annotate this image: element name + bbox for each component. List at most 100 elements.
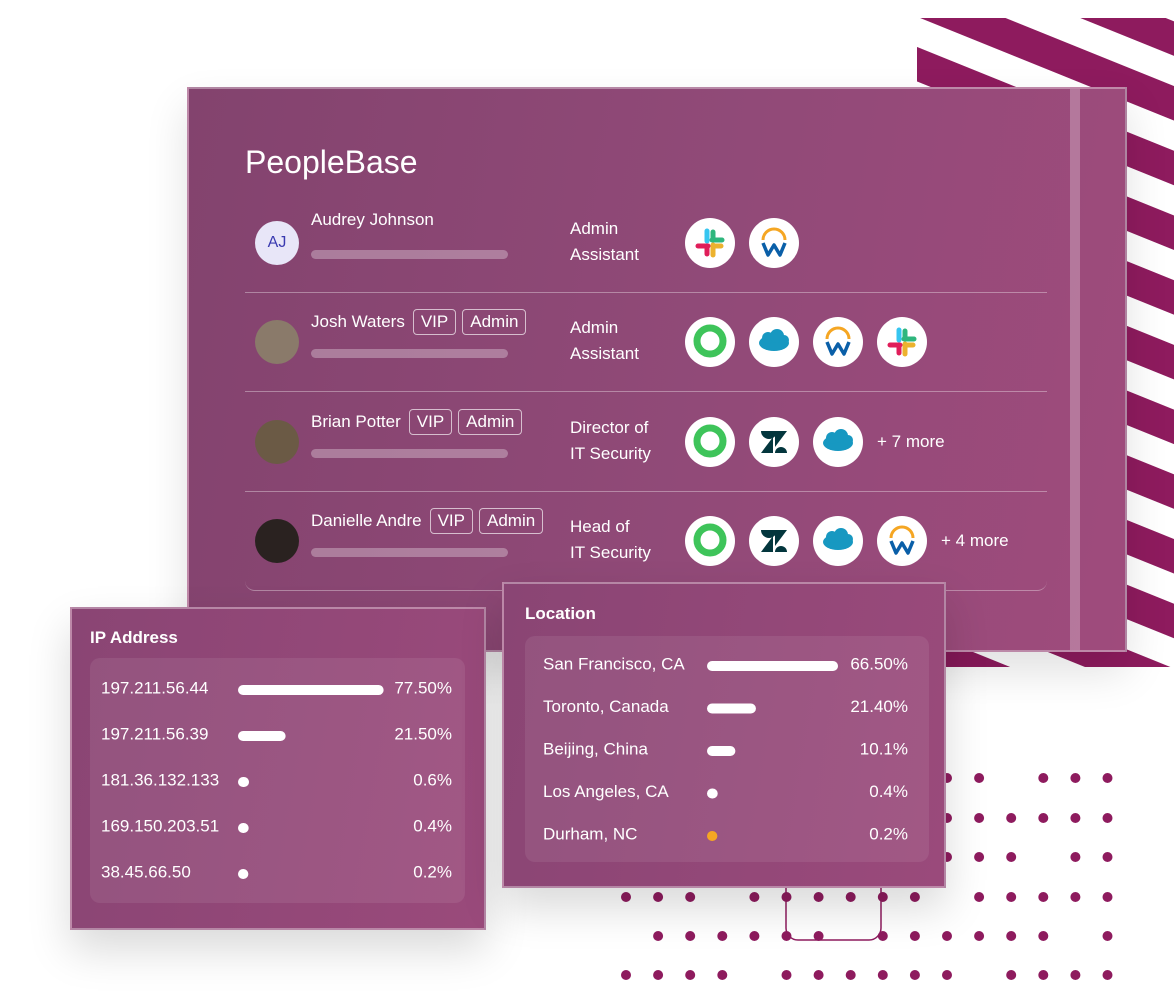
decor-dot — [942, 931, 952, 941]
item-label: 197.211.56.39 — [101, 724, 208, 743]
item-label: 169.150.203.51 — [101, 816, 219, 835]
decor-dot — [653, 931, 664, 941]
tag: VIP — [412, 309, 457, 336]
icon-part — [761, 436, 773, 453]
icon-part — [813, 317, 863, 368]
decor-dot — [685, 970, 696, 980]
item-label: Beijing, China — [543, 739, 648, 758]
role-line: IT Security — [570, 443, 651, 463]
icon-part — [685, 218, 735, 268]
decor-dot — [1038, 931, 1049, 941]
app-icon — [685, 218, 735, 268]
icon-part — [823, 428, 853, 451]
person-row: Danielle Andre VIP Admin Head of IT Security… — [245, 491, 1047, 591]
decor-dot — [1102, 813, 1113, 823]
tag: Admin — [458, 408, 523, 435]
name-line: Danielle Andre VIP Admin — [311, 507, 544, 534]
ip-bars: 197.211.56.44 77.50% 197.211.56.39 21.50% 18… — [101, 678, 452, 881]
decor-dot — [749, 931, 760, 941]
item-value: 77.50% — [394, 678, 452, 697]
icon-part — [775, 545, 787, 552]
decor-dot — [621, 970, 631, 980]
decor-dot — [813, 931, 824, 941]
person-row: AJ Audrey Johnson Admin Assistant — [245, 193, 1047, 293]
item-label: Durham, NC — [543, 824, 637, 843]
tag: Admin — [478, 507, 544, 534]
avatar — [255, 419, 299, 464]
item-value: 0.4% — [869, 782, 908, 801]
decor-dot — [1038, 970, 1049, 980]
icon-part — [685, 317, 735, 368]
icon-part — [749, 218, 799, 268]
item-label: Toronto, Canada — [543, 697, 669, 716]
person-row: Brian Potter VIP Admin Director of IT Securi… — [245, 392, 1047, 492]
app-icon — [685, 317, 735, 368]
decor-dot — [1070, 773, 1081, 783]
icon-part — [693, 424, 727, 458]
decor-dot — [845, 892, 856, 902]
decor-dot — [974, 931, 985, 941]
item-value: 21.50% — [394, 724, 452, 743]
decor-dot — [685, 931, 696, 941]
decor-dot — [909, 892, 920, 902]
app-icon — [749, 218, 799, 268]
icon-part — [685, 515, 735, 566]
decor-dot — [653, 892, 664, 902]
decor-dot — [717, 970, 728, 980]
decor-dot — [1038, 813, 1049, 823]
decor-dot — [1006, 892, 1017, 902]
decor-dot — [685, 892, 696, 902]
decor-dot — [1070, 892, 1081, 902]
icon-part — [823, 527, 853, 550]
item-value: 0.4% — [413, 816, 452, 835]
name-line: Josh Waters VIP Admin — [311, 309, 527, 336]
tag: Admin — [462, 309, 527, 336]
app-icon — [749, 515, 799, 566]
decor-dot — [1006, 852, 1017, 862]
decor-dot — [1038, 892, 1049, 902]
role-line: Assistant — [570, 245, 639, 264]
item-value: 66.50% — [850, 654, 908, 673]
icon-part — [759, 329, 789, 352]
person-name: Josh Waters — [311, 312, 405, 332]
app-icons: + 4 more — [685, 515, 1009, 566]
person-name: Brian Potter — [311, 411, 401, 431]
location-panel: Location San Francisco, CA 66.50% Toronto,… — [502, 582, 946, 888]
role-line: Admin — [570, 318, 619, 338]
name-placeholder-bar — [311, 547, 508, 557]
icon-part — [693, 324, 727, 358]
icon-part — [749, 515, 799, 566]
decor-dot — [845, 970, 856, 980]
panel-title: PeopleBase — [245, 144, 418, 180]
item-value: 0.2% — [413, 862, 452, 881]
icon-part — [843, 434, 853, 445]
person-name: Danielle Andre — [311, 510, 422, 530]
decor-dot — [974, 813, 985, 823]
decor-dot — [909, 970, 920, 980]
decor-dot — [621, 892, 631, 902]
decor-dot — [1102, 892, 1113, 902]
name-placeholder-bar — [311, 448, 508, 458]
decor-dot — [1070, 970, 1081, 980]
decor-dot — [1006, 813, 1017, 823]
decor-dot — [813, 970, 824, 980]
app-icons: + 7 more — [685, 416, 945, 467]
item-label: Los Angeles, CA — [543, 782, 669, 801]
icon-part — [889, 525, 915, 539]
item-label: 38.45.66.50 — [101, 862, 191, 881]
decor-dot — [877, 931, 888, 941]
role: Admin Assistant — [570, 315, 639, 367]
location-bars: San Francisco, CA 66.50% Toronto, Canada 21… — [543, 654, 908, 843]
location-list: San Francisco, CA 66.50% Toronto, Canada 21… — [525, 636, 929, 862]
icon-part — [877, 515, 927, 566]
person-name: Audrey Johnson — [311, 210, 434, 229]
app-icon — [877, 317, 927, 368]
item-value: 21.40% — [850, 697, 908, 716]
role-line: IT Security — [570, 542, 651, 562]
app-icons — [685, 317, 941, 368]
icon-part — [761, 227, 787, 241]
icon-part — [775, 446, 787, 453]
icon-part — [889, 540, 915, 555]
icon-part — [779, 335, 789, 346]
